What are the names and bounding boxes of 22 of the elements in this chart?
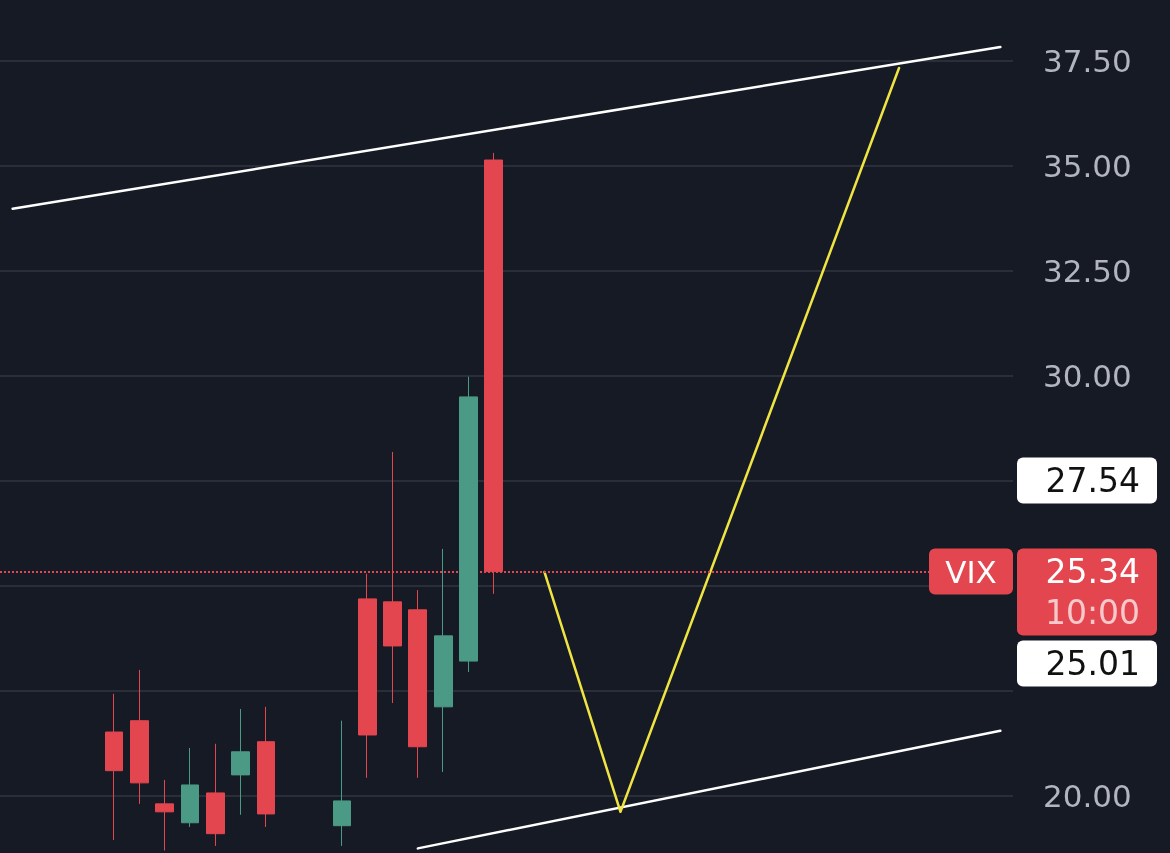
candlestick	[130, 669, 149, 805]
candlestick	[155, 779, 174, 851]
candlestick	[434, 548, 453, 773]
candlestick	[231, 708, 250, 816]
text: 27.54	[1045, 461, 1140, 501]
candlestick	[333, 720, 351, 847]
text: 25.01	[1045, 644, 1140, 684]
candlestick	[105, 693, 123, 841]
candlestick	[408, 589, 427, 779]
candlestick	[459, 376, 478, 673]
y-tick-label: 35.00	[1043, 147, 1132, 184]
y-tick-label: 30.00	[1043, 357, 1132, 394]
y-tick-label: 37.50	[1043, 42, 1132, 79]
candlestick	[181, 747, 199, 828]
text: 25.34	[1045, 552, 1140, 592]
y-tick-label: 32.50	[1043, 252, 1132, 289]
y-tick-label: 20.00	[1043, 777, 1132, 814]
candlestick	[257, 706, 275, 828]
ref-line-label: VIX	[945, 553, 997, 590]
candlestick	[206, 743, 225, 847]
candlestick	[358, 573, 377, 779]
text: 10:00	[1044, 593, 1140, 633]
